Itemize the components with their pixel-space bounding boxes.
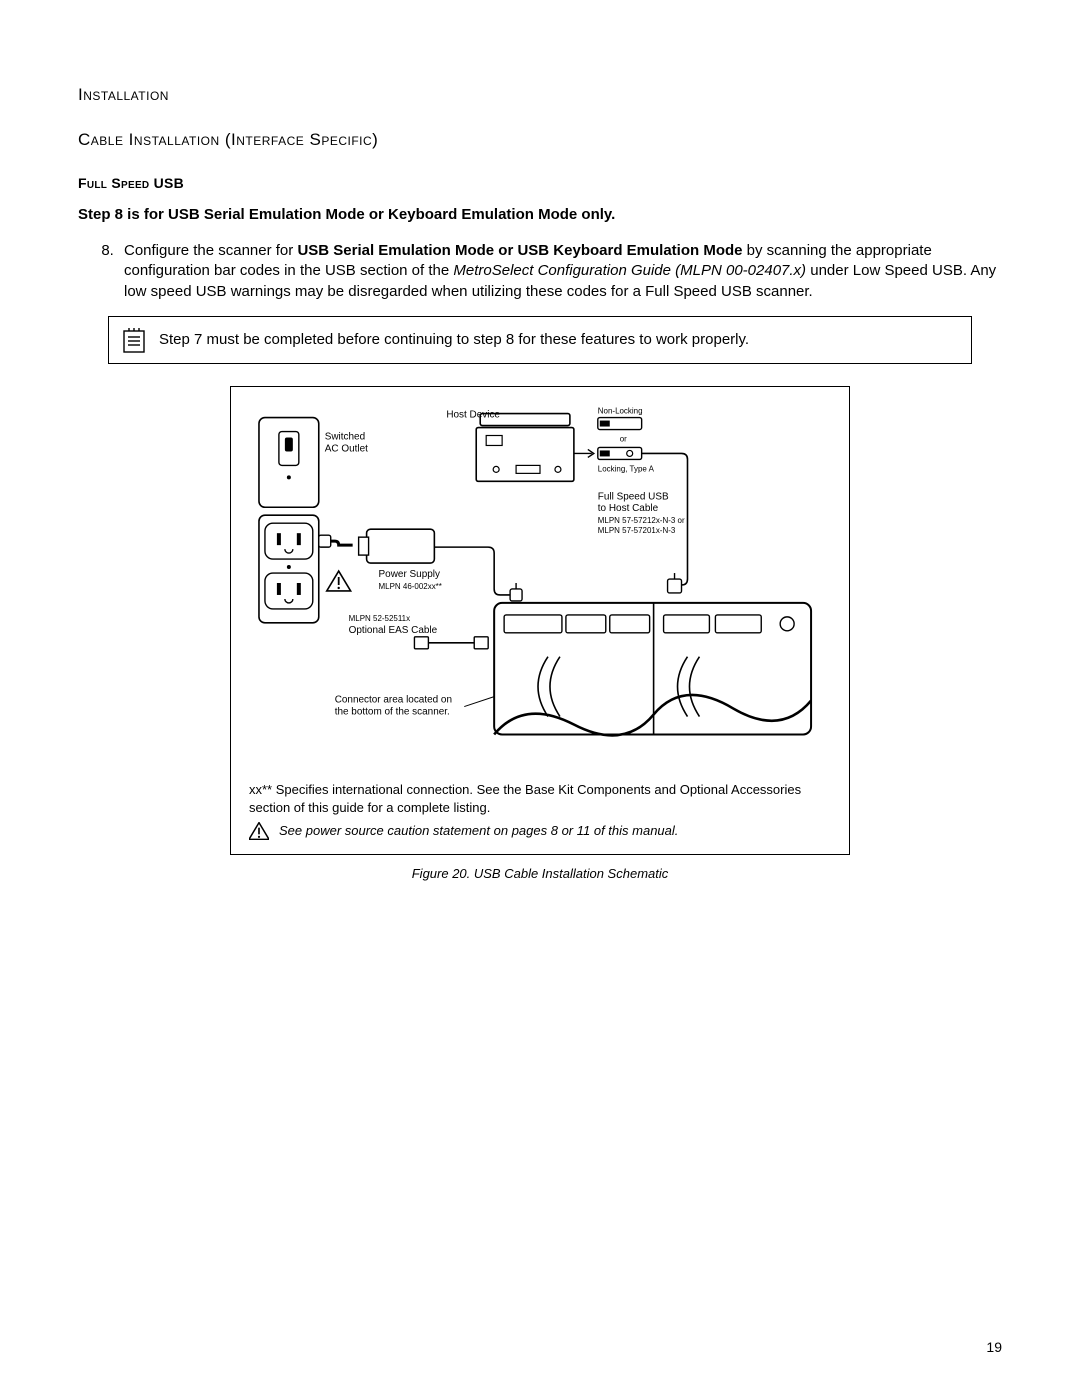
figure-frame: Host Device Switched AC Outlet Non-Locki…	[230, 386, 850, 855]
step8-header: Step 8 is for USB Serial Emulation Mode …	[78, 205, 1002, 225]
page-number: 19	[986, 1338, 1002, 1357]
outlet-plate	[259, 515, 319, 623]
lbl-ac-outlet: AC Outlet	[325, 443, 368, 454]
fullspeed-heading: Full Speed USB	[78, 174, 1002, 193]
lbl-locking: Locking, Type A	[598, 464, 655, 473]
lbl-ps-2: MLPN 46-002xx**	[379, 582, 442, 591]
sub-section-title: Cable Installation (Interface Specific)	[78, 129, 1002, 152]
host-device	[476, 413, 574, 481]
manual-page: Installation Cable Installation (Interfa…	[0, 0, 1080, 1397]
step8-italic: MetroSelect Configuration Guide (MLPN 00…	[453, 262, 806, 279]
power-cord	[319, 535, 353, 547]
figure-caption: Figure 20. USB Cable Installation Schema…	[412, 865, 669, 883]
lbl-conn-2: the bottom of the scanner.	[335, 706, 450, 717]
section-title: Installation	[78, 84, 1002, 107]
lbl-host-device: Host Device	[446, 409, 500, 420]
figure-caution-row: See power source caution statement on pa…	[249, 822, 831, 840]
step-8: Configure the scanner for USB Serial Emu…	[118, 241, 1002, 302]
lbl-fsusb-1: Full Speed USB	[598, 491, 669, 502]
lbl-or: or	[620, 434, 627, 443]
installation-schematic: Host Device Switched AC Outlet Non-Locki…	[249, 397, 831, 767]
scanner-base	[494, 603, 811, 735]
note-box: Step 7 must be completed before continui…	[108, 316, 972, 364]
wall-plate	[259, 417, 319, 507]
step-list: Configure the scanner for USB Serial Emu…	[78, 241, 1002, 302]
lbl-ps-1: Power Supply	[379, 569, 440, 580]
note-text: Step 7 must be completed before continui…	[159, 330, 749, 350]
lbl-non-locking: Non-Locking	[598, 406, 643, 415]
lbl-conn-1: Connector area located on	[335, 694, 452, 705]
caution-icon	[249, 822, 269, 840]
step8-pre: Configure the scanner for	[124, 242, 297, 259]
lbl-fsusb-4: MLPN 57-57201x-N-3	[598, 526, 676, 535]
figure-caution-text: See power source caution statement on pa…	[279, 822, 678, 840]
lbl-fsusb-2: to Host Cable	[598, 503, 659, 514]
figure-wrap: Host Device Switched AC Outlet Non-Locki…	[78, 386, 1002, 883]
usb-connectors	[574, 417, 642, 459]
figure-footnote: xx** Specifies international connection.…	[249, 781, 831, 816]
lbl-switched: Switched	[325, 431, 365, 442]
note-icon	[123, 327, 145, 353]
eas-cable	[414, 637, 488, 649]
lbl-eas-2: Optional EAS Cable	[349, 625, 438, 636]
step8-bold: USB Serial Emulation Mode or USB Keyboar…	[297, 242, 742, 259]
lbl-eas-1: MLPN 52-52511x	[349, 614, 410, 623]
caution-icon	[327, 571, 351, 591]
lbl-fsusb-3: MLPN 57-57212x-N-3 or	[598, 516, 685, 525]
